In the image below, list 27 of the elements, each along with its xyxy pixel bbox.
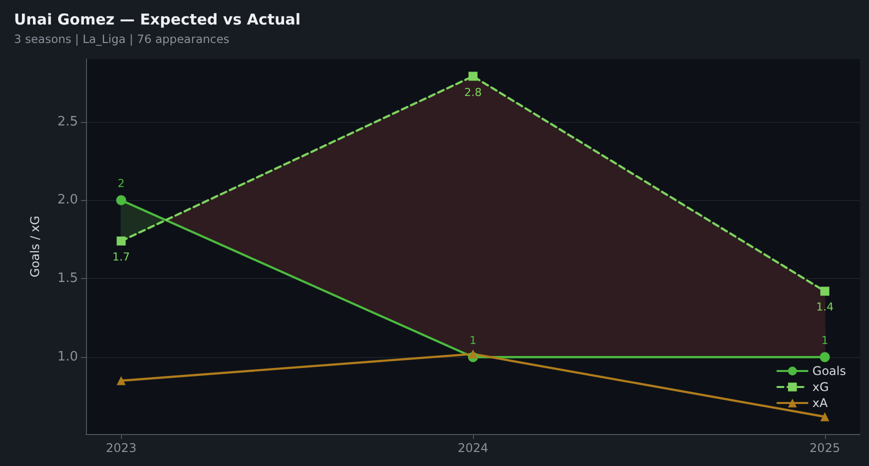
data-label: 1: [470, 334, 476, 348]
data-label: 2: [118, 177, 125, 190]
data-label: 2.8: [464, 86, 482, 99]
x-tick-label: 2023: [106, 441, 136, 455]
data-label: 1: [821, 334, 828, 348]
x-tick-label: 2025: [810, 441, 840, 455]
data-label: 1.4: [816, 300, 834, 314]
point: [116, 236, 126, 246]
point: [820, 286, 830, 296]
point: [116, 195, 126, 206]
chart-subtitle: 3 seasons | La_Liga | 76 appearances: [14, 32, 230, 46]
y-tick-label: 1.5: [57, 271, 78, 286]
x-tick-label: 2024: [458, 441, 488, 455]
y-tick-label: 2.0: [57, 192, 78, 208]
y-tick-label: 2.5: [57, 114, 78, 130]
point: [820, 352, 830, 362]
point: [820, 412, 830, 422]
y-axis-title: Goals / xG: [28, 216, 42, 278]
legend-label: xG: [812, 380, 829, 394]
legend-label: xA: [812, 396, 829, 410]
data-label: 1.7: [112, 250, 130, 264]
point: [116, 376, 126, 386]
y-tick-label: 1.0: [57, 350, 78, 365]
point: [468, 349, 478, 358]
chart-title: Unai Gomez — Expected vs Actual: [14, 10, 301, 28]
legend-label: Goals: [812, 364, 846, 378]
point: [468, 72, 478, 81]
